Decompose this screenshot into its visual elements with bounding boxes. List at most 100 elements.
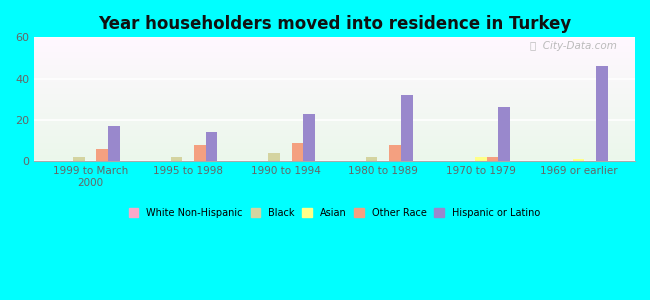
Bar [34, 112, 635, 113]
Bar [34, 47, 635, 49]
Bar [34, 72, 635, 73]
Bar [34, 50, 635, 51]
Bar [34, 85, 635, 87]
Bar [34, 89, 635, 91]
Legend: White Non-Hispanic, Black, Asian, Other Race, Hispanic or Latino: White Non-Hispanic, Black, Asian, Other … [124, 203, 545, 223]
Bar [34, 84, 635, 86]
Bar [34, 40, 635, 41]
Bar [34, 105, 635, 107]
Bar [108, 126, 120, 161]
Bar [34, 104, 635, 105]
Bar [34, 44, 635, 45]
Bar [389, 145, 401, 161]
Bar [34, 134, 635, 135]
Bar [34, 92, 635, 93]
Bar [34, 63, 635, 64]
Bar [170, 157, 182, 161]
Bar [34, 67, 635, 68]
Bar [34, 149, 635, 150]
Bar [34, 146, 635, 148]
Bar [499, 107, 510, 161]
Bar [34, 81, 635, 82]
Bar [34, 80, 635, 81]
Bar [34, 46, 635, 47]
Bar [34, 158, 635, 159]
Bar [573, 159, 584, 161]
Bar [34, 60, 635, 61]
Bar [34, 56, 635, 57]
Title: Year householders moved into residence in Turkey: Year householders moved into residence i… [98, 15, 571, 33]
Bar [34, 113, 635, 114]
Bar [34, 108, 635, 109]
Bar [34, 130, 635, 131]
Bar [34, 88, 635, 89]
Bar [34, 52, 635, 53]
Bar [475, 157, 487, 161]
Bar [34, 155, 635, 156]
Bar [34, 120, 635, 122]
Bar [34, 159, 635, 160]
Bar [401, 95, 413, 161]
Bar [34, 114, 635, 115]
Bar [34, 136, 635, 138]
Bar [34, 68, 635, 70]
Bar [487, 157, 499, 161]
Bar [34, 93, 635, 94]
Bar [34, 145, 635, 146]
Bar [34, 94, 635, 95]
Bar [596, 66, 608, 161]
Bar [34, 55, 635, 56]
Bar [34, 152, 635, 154]
Bar [34, 99, 635, 101]
Bar [205, 132, 217, 161]
Bar [34, 142, 635, 144]
Bar [34, 129, 635, 130]
Bar [34, 71, 635, 72]
Bar [34, 61, 635, 62]
Bar [34, 102, 635, 103]
Bar [34, 87, 635, 88]
Bar [34, 77, 635, 78]
Bar [34, 110, 635, 112]
Bar [34, 37, 635, 39]
Bar [34, 117, 635, 118]
Bar [34, 140, 635, 141]
Bar [34, 57, 635, 58]
Bar [34, 148, 635, 149]
Bar [34, 135, 635, 136]
Bar [34, 41, 635, 42]
Bar [366, 157, 378, 161]
Bar [34, 83, 635, 84]
Bar [34, 151, 635, 152]
Bar [34, 150, 635, 151]
Bar [34, 139, 635, 140]
Bar [34, 98, 635, 99]
Bar [34, 103, 635, 104]
Bar [34, 131, 635, 133]
Bar [34, 76, 635, 77]
Bar [34, 62, 635, 63]
Bar [34, 49, 635, 50]
Bar [34, 53, 635, 55]
Bar [34, 82, 635, 83]
Bar [34, 42, 635, 44]
Bar [34, 154, 635, 155]
Bar [34, 107, 635, 108]
Bar [34, 128, 635, 129]
Text: ⓘ  City-Data.com: ⓘ City-Data.com [530, 41, 617, 51]
Bar [194, 145, 205, 161]
Bar [34, 125, 635, 127]
Bar [34, 127, 635, 128]
Bar [34, 91, 635, 92]
Bar [34, 100, 635, 102]
Bar [34, 156, 635, 158]
Bar [34, 58, 635, 60]
Bar [34, 73, 635, 74]
Bar [34, 70, 635, 71]
Bar [34, 78, 635, 80]
Bar [34, 95, 635, 97]
Bar [34, 118, 635, 119]
Bar [34, 45, 635, 46]
Bar [34, 119, 635, 120]
Bar [34, 141, 635, 142]
